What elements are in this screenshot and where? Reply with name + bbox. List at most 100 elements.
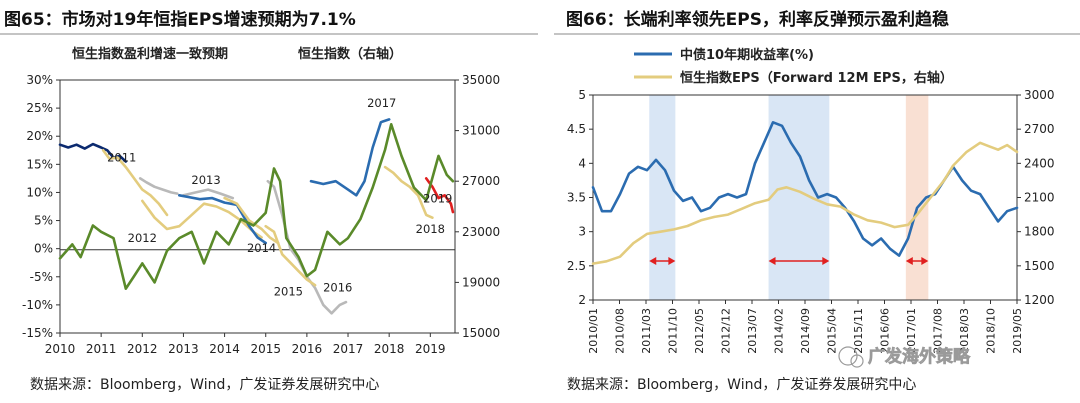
right-tick-label: 1500 <box>1024 259 1055 273</box>
left-tick-label: 0% <box>34 242 53 256</box>
left-tick-label: 2.5 <box>567 259 586 273</box>
arrow-head-left-2 <box>768 257 776 266</box>
year-label: 2011 <box>107 151 136 165</box>
chart-65: 图65：市场对19年恒指EPS增速预期为7.1% 恒生指数盈利增速一致预期 恒生… <box>0 9 538 393</box>
right-tick-label: 2700 <box>1024 122 1055 136</box>
year-label: 2013 <box>191 173 220 187</box>
arrow-head-left-3 <box>905 257 913 266</box>
left-tick-label: 4 <box>578 156 586 170</box>
right-tick-label: 1800 <box>1024 225 1055 239</box>
x-tick-label: 2018 <box>374 342 405 356</box>
year-label: 2012 <box>128 231 157 245</box>
left-tick-label: 3 <box>578 225 586 239</box>
watermark-text: 广发海外策略 <box>868 346 971 367</box>
x-tick-label: 2011/03 <box>640 308 653 354</box>
x-tick-label: 2017 <box>333 342 364 356</box>
arrow-head-left-1 <box>649 257 657 266</box>
series-line-9 <box>264 224 317 287</box>
chart-66-series <box>591 121 1019 265</box>
series-line-2 <box>101 149 169 217</box>
left-tick-label: 5% <box>34 214 53 228</box>
x-tick-label: 2012 <box>127 342 158 356</box>
chart-66-arrows <box>649 257 929 266</box>
x-tick-label: 2011 <box>86 342 117 356</box>
right-tick-label: 1200 <box>1024 293 1055 307</box>
chart-65-legend-1: 恒生指数盈利增速一致预期 <box>72 46 228 62</box>
year-label: 2018 <box>416 222 445 236</box>
series-line-13 <box>58 123 455 291</box>
right-tick-label: 35000 <box>462 73 500 87</box>
chart-65-right-axis: 35000 31000 27000 23000 19000 15000 <box>455 73 500 340</box>
right-tick-label: 31000 <box>462 124 500 138</box>
chart-66-legend-2: 恒生指数EPS（Forward 12M EPS，右轴） <box>680 70 953 86</box>
series-line-10 <box>309 118 391 197</box>
shaded-period-1 <box>649 95 676 300</box>
year-label: 2016 <box>323 280 352 294</box>
chart-65-left-axis: 30% 25% 20% 15% 10% 5% 0% -5% -10% -15% <box>22 73 60 340</box>
right-tick-label: 2100 <box>1024 191 1055 205</box>
chart-66-shaded-periods <box>649 95 929 300</box>
x-tick-label: 2015/04 <box>826 308 839 354</box>
x-tick-label: 2011/10 <box>667 308 680 354</box>
right-tick-label: 27000 <box>462 174 500 188</box>
x-tick-label: 2013 <box>168 342 199 356</box>
left-tick-label: 15% <box>26 157 53 171</box>
arrow-head-right-2 <box>822 257 830 266</box>
x-tick-label: 2014/09 <box>799 308 812 354</box>
chart-66-legend-1: 中债10年期收益率(%) <box>680 47 814 63</box>
year-label: 2015 <box>274 284 303 298</box>
x-tick-label: 2016/06 <box>879 308 892 354</box>
x-tick-label: 2019 <box>415 342 446 356</box>
series-line-3 <box>138 177 179 195</box>
left-tick-label: -15% <box>22 326 53 340</box>
series-line-11 <box>383 165 434 219</box>
chart-65-legend-2: 恒生指数（右轴） <box>298 46 402 62</box>
series-line-2 <box>591 141 1019 265</box>
wechat-icon <box>838 346 858 366</box>
arrow-head-right-3 <box>921 257 929 266</box>
x-tick-label: 2010/08 <box>614 308 627 354</box>
left-tick-label: 2 <box>578 293 586 307</box>
x-tick-label: 2016 <box>292 342 323 356</box>
chart-65-plot-frame <box>59 79 456 334</box>
right-tick-label: 2400 <box>1024 156 1055 170</box>
x-tick-label: 2015/11 <box>852 308 865 354</box>
right-tick-label: 3000 <box>1024 88 1055 102</box>
series-line-6 <box>178 194 268 245</box>
left-tick-label: -5% <box>30 270 53 284</box>
left-tick-label: 25% <box>26 101 53 115</box>
left-tick-label: -10% <box>22 298 53 312</box>
x-tick-label: 2010 <box>45 342 76 356</box>
wechat-icon-small <box>850 354 864 368</box>
series-line-4 <box>141 199 263 239</box>
left-tick-label: 20% <box>26 129 53 143</box>
x-tick-label: 2012/12 <box>720 308 733 354</box>
chart-65-source: 数据来源：Bloomberg，Wind，广发证券发展研究中心 <box>30 377 379 393</box>
chart-65-title: 图65：市场对19年恒指EPS增速预期为7.1% <box>4 9 356 30</box>
right-tick-label: 15000 <box>462 326 500 340</box>
x-tick-label: 2012/05 <box>693 308 706 354</box>
chart-65-series <box>58 118 455 315</box>
left-tick-label: 10% <box>26 185 53 199</box>
series-line-5 <box>182 188 235 200</box>
left-tick-label: 5 <box>578 88 586 102</box>
x-tick-label: 2015 <box>250 342 281 356</box>
arrow-head-right-1 <box>668 257 676 266</box>
chart-65-x-axis: 2010 2011 2012 2013 2014 2015 2016 2017 2018 2019 <box>45 333 446 356</box>
shaded-period-3 <box>905 95 929 300</box>
chart-66-x-axis: 2010/01 2010/08 2011/03 2011/10 2012/05 2012/… <box>587 300 1024 354</box>
chart-66: 图66：长端利率领先EPS，利率反弹预示盈利趋稳 中债10年期收益率(%) 恒生… <box>554 9 1080 393</box>
year-label: 2019 <box>423 192 452 206</box>
x-tick-label: 2018/10 <box>985 308 998 354</box>
x-tick-label: 2019/05 <box>1011 308 1024 354</box>
chart-65-year-labels: 2011 2013 2012 2014 2015 2016 2017 2018 2019 <box>107 96 452 298</box>
x-tick-label: 2017/01 <box>905 308 918 354</box>
right-tick-label: 23000 <box>462 225 500 239</box>
x-tick-label: 2017/08 <box>932 308 945 354</box>
chart-66-title: 图66：长端利率领先EPS，利率反弹预示盈利趋稳 <box>566 9 949 30</box>
x-tick-label: 2010/01 <box>587 308 600 354</box>
watermark: 广发海外策略 <box>838 346 971 368</box>
chart-66-right-axis: 3000 2700 2400 2100 1800 1500 1200 <box>1017 88 1055 307</box>
left-tick-label: 30% <box>26 73 53 87</box>
